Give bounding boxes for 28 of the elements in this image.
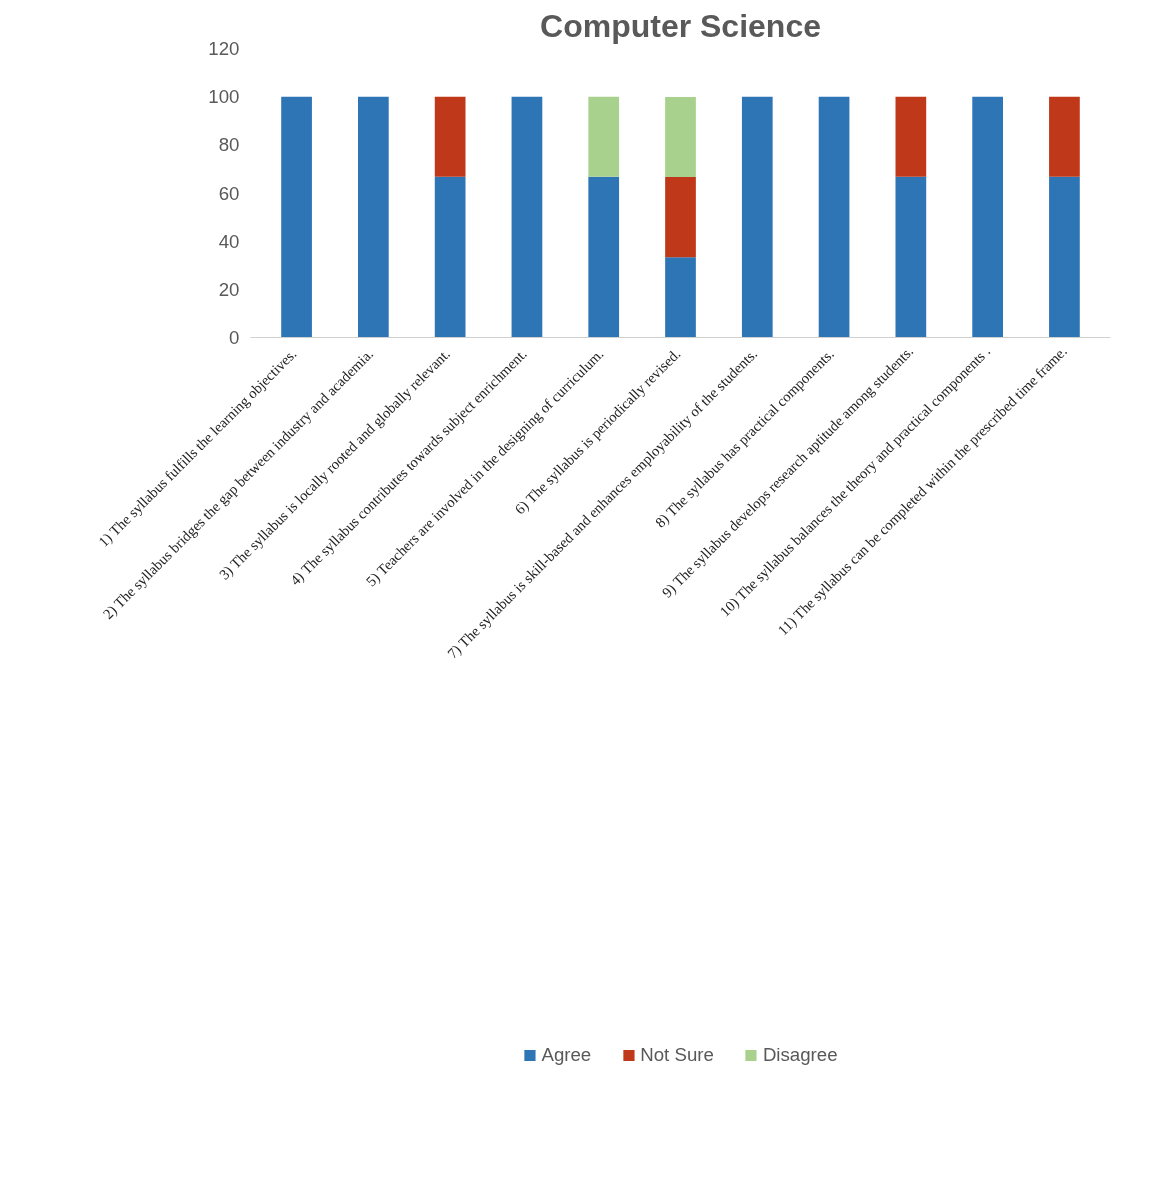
bar	[665, 257, 696, 338]
bar	[358, 96, 389, 338]
bar	[434, 176, 466, 338]
y-tick-label: 80	[218, 134, 240, 156]
y-tick-label: 120	[208, 38, 240, 59]
bar	[588, 176, 620, 338]
bar	[895, 96, 927, 177]
bar	[741, 96, 773, 338]
bar	[972, 96, 1003, 338]
bar	[665, 96, 696, 178]
y-tick-label: 40	[218, 230, 240, 252]
bar	[1049, 176, 1080, 338]
legend-label: Disagree	[762, 1043, 838, 1066]
bar	[434, 96, 466, 177]
bar	[895, 176, 927, 338]
y-tick-label: 20	[218, 278, 240, 300]
legend-label: Agree	[541, 1043, 592, 1066]
bar	[281, 96, 312, 338]
y-tick-label: 100	[208, 86, 240, 108]
bar	[818, 96, 850, 338]
y-tick-label: 0	[229, 327, 240, 348]
bar	[1049, 96, 1080, 177]
y-tick-label: 60	[218, 182, 240, 204]
bar	[588, 96, 620, 177]
legend-label: Not Sure	[640, 1043, 714, 1066]
bar	[665, 177, 696, 258]
chart-title: Computer Science	[540, 7, 821, 44]
bar	[511, 96, 543, 338]
